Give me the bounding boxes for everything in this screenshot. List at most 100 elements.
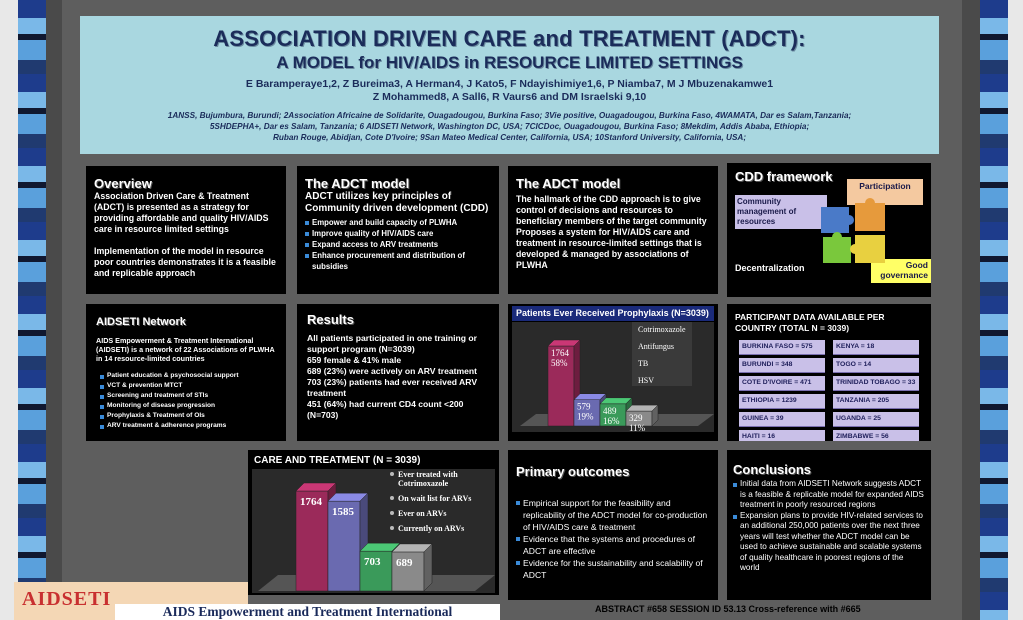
- right-pattern-border: [980, 0, 1008, 620]
- affil-line-1: 1ANSS, Bujumbura, Burundi; 2Association …: [167, 111, 852, 120]
- adct-model-1-list: Empower and build capacity of PLWHA Impr…: [305, 217, 491, 272]
- bar-data-label: 689: [396, 557, 413, 569]
- affil-line-3: Ruban Rouge, Abidjan, Cote D'Ivoire; 9Sa…: [272, 133, 747, 142]
- participation-box: Participation: [847, 179, 923, 205]
- bar-hsv: [625, 404, 659, 427]
- list-item: Initial data from AIDSETI Network sugges…: [733, 479, 925, 511]
- bar-data-label: 1764: [551, 348, 570, 358]
- legend-entry: Ever on ARVs: [398, 509, 446, 518]
- primary-outcomes-panel: Primary outcomes Empirical support for t…: [508, 450, 718, 600]
- list-item: Evidence that the systems and procedures…: [516, 533, 710, 557]
- chart-legend: Ever treated with Cotrimoxazole On wait li…: [390, 470, 471, 533]
- country-cell: ETHIOPIA = 1239: [739, 394, 825, 409]
- bar-care-3: [391, 543, 433, 592]
- country-cell: GUINEA = 39: [739, 412, 825, 427]
- overview-panel: Overview Association Driven Care & Treat…: [86, 166, 286, 294]
- aidseti-network-panel: AIDSETI Network AIDS Empowerment & Treat…: [86, 304, 286, 441]
- community-box: Community management of resources: [735, 195, 827, 229]
- decentralization-label: Decentralization: [735, 263, 805, 273]
- legend-marker: [390, 526, 394, 530]
- overview-text-2: Implementation of the model in resource …: [94, 246, 276, 278]
- legend-entry: TB: [638, 359, 648, 368]
- adct-model-2-text-2: Proposes a system for HIV/AIDS care and …: [516, 227, 702, 270]
- legend-entry: HSV: [638, 376, 654, 385]
- legend-marker: [390, 511, 394, 515]
- bar-data-label: 11%: [629, 423, 646, 432]
- result-line: 703 (23%) patients had ever received ARV…: [307, 377, 478, 398]
- affil-line-2: 5SHDEPHA+, Dar es Salam, Tanzania; 6 AID…: [209, 122, 810, 131]
- bar-data-label: 1764: [300, 496, 323, 508]
- abstract-reference: ABSTRACT #658 SESSION ID 53.13 Cross-ref…: [595, 604, 861, 614]
- country-cell: ZIMBABWE = 56: [833, 430, 919, 441]
- overview-title: Overview: [94, 176, 152, 191]
- results-panel: Results All patients participated in one…: [297, 304, 499, 441]
- bar-data-label: 329: [629, 413, 643, 423]
- bar-data-label: 1585: [332, 506, 355, 518]
- list-item: Improve quality of HIV/AIDS care: [305, 228, 491, 239]
- country-cell: TRINIDAD TOBAGO = 33: [833, 376, 919, 391]
- aidseti-intro: AIDS Empowerment & Treatment Internation…: [96, 336, 275, 363]
- adct-model-panel-1: The ADCT model ADCT utilizes key princip…: [297, 166, 499, 294]
- left-frame: [46, 0, 62, 620]
- country-cell: BURUNDI = 348: [739, 358, 825, 373]
- adct-model-2-title: The ADCT model: [516, 176, 621, 191]
- poster-subtitle: A MODEL for HIV/AIDS in RESOURCE LIMITED…: [276, 53, 743, 72]
- list-item: Screening and treatment of STIs: [100, 391, 276, 401]
- list-item: Expand access to ARV treatments: [305, 239, 491, 250]
- country-cell: KENYA = 18: [833, 340, 919, 355]
- results-list: All patients participated in one trainin…: [307, 333, 489, 421]
- adct-model-1-intro: ADCT utilizes key principles of Communit…: [305, 191, 489, 214]
- list-item: VCT & prevention MTCT: [100, 381, 276, 391]
- result-line: 689 (23%) were actively on ARV treatment: [307, 366, 478, 376]
- legend-marker: [390, 496, 394, 500]
- legend-marker: [390, 472, 394, 476]
- result-line: 659 female & 41% male: [307, 355, 402, 365]
- country-cell: COTE D'IVOIRE = 471: [739, 376, 825, 391]
- cdd-title: CDD framework: [735, 169, 833, 184]
- puzzle-graphic: [821, 198, 885, 263]
- good-governance-box: Good governance: [871, 259, 931, 283]
- list-item: Patient education & psychosocial support: [100, 371, 276, 381]
- bar-care-1: [327, 492, 369, 592]
- country-grid: BURKINA FASO = 575 KENYA = 18 BURUNDI = …: [739, 340, 923, 441]
- aidseti-logo-text: AIDSETI: [22, 588, 112, 610]
- organization-name: AIDS Empowerment and Treatment Internati…: [115, 604, 500, 620]
- result-line: All patients participated in one trainin…: [307, 333, 477, 354]
- right-edge: [1008, 0, 1023, 620]
- left-pattern-border: [18, 0, 46, 620]
- poster-title: ASSOCIATION DRIVEN CARE and TREATMENT (A…: [213, 26, 806, 51]
- legend-entry: Currently on ARVs: [398, 524, 464, 533]
- list-item: Enhance procurement and distribution of …: [305, 250, 491, 272]
- prophylaxis-chart-title: Patients Ever Received Prophylaxis (N=30…: [512, 306, 714, 321]
- country-cell: TANZANIA = 205: [833, 394, 919, 409]
- care-treatment-chart-panel: CARE AND TREATMENT (N = 3039) 1764 1585 70…: [248, 450, 499, 595]
- aidseti-title: AIDSETI Network: [96, 316, 186, 328]
- care-chart-title: CARE AND TREATMENT (N = 3039): [254, 455, 421, 466]
- adct-model-panel-2: The ADCT model The hallmark of the CDD a…: [508, 166, 718, 294]
- authors-line-1: E Baramperaye1,2, Z Bureima3, A Herman4,…: [245, 78, 774, 90]
- authors: E Baramperaye1,2, Z Bureima3, A Herman4,…: [80, 78, 939, 104]
- list-item: Monitoring of disease progression: [100, 401, 276, 411]
- care-treatment-chart: 1764 1585 703 689 Ever treated with Cotrimoxa…: [252, 469, 495, 593]
- country-cell: UGANDA = 25: [833, 412, 919, 427]
- adct-model-1-title: The ADCT model: [305, 176, 410, 191]
- aidseti-logo: AIDSETI: [14, 582, 248, 620]
- left-edge: [0, 0, 18, 620]
- result-line: 451 (64%) had current CD4 count <200 (N=…: [307, 399, 464, 420]
- chart-legend: Cotrimoxazole Antifungus TB HSV: [632, 322, 692, 386]
- bar-data-label: 579: [577, 402, 591, 412]
- country-cell: TOGO = 14: [833, 358, 919, 373]
- bar-data-label: 58%: [551, 358, 568, 368]
- list-item: ARV treatment & adherence programs: [100, 421, 276, 431]
- country-cell: HAITI = 16: [739, 430, 825, 441]
- primary-list: Empirical support for the feasibility an…: [516, 497, 710, 581]
- country-cell: BURKINA FASO = 575: [739, 340, 825, 355]
- prophylaxis-chart-panel: Patients Ever Received Prophylaxis (N=30…: [508, 304, 718, 441]
- conclusions-list: Initial data from AIDSETI Network sugges…: [733, 479, 925, 574]
- bar-data-label: 19%: [577, 412, 594, 422]
- cdd-framework-panel: CDD framework Participation Community ma…: [727, 163, 931, 297]
- aidseti-list: Patient education & psychosocial support…: [96, 371, 276, 431]
- conclusions-panel: Conclusions Initial data from AIDSETI Ne…: [727, 450, 931, 600]
- legend-entry: Antifungus: [638, 342, 674, 351]
